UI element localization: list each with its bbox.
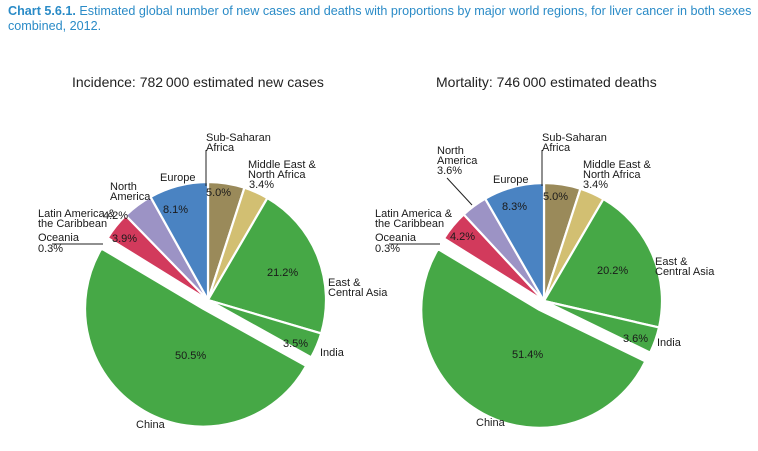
- label-sub-saharan-africa: Sub-Saharan Africa: [542, 132, 607, 154]
- label-europe: Europe: [160, 172, 195, 184]
- caption-text: Estimated global number of new cases and…: [8, 4, 752, 33]
- mortality-pie: Sub-Saharan Africa Middle East & North Afri…: [375, 132, 715, 429]
- slice-east-and-central-asia: [206, 196, 328, 335]
- label-latin-america-caribbean: Latin America & the Caribbean: [38, 208, 116, 230]
- label-middle-east-north-africa: Middle East & North Africa: [248, 159, 317, 181]
- label-india: India: [320, 347, 345, 359]
- north-america-leader-line: [446, 177, 473, 206]
- label-sub-saharan-africa: Sub-Saharan Africa: [206, 132, 271, 154]
- slice-india: [207, 298, 323, 359]
- pct-label-europe: 8.3%: [502, 201, 527, 213]
- pct-label-sub-saharan-africa: 5.0%: [206, 187, 231, 199]
- label-china: China: [476, 417, 506, 429]
- pct-label-india: 3.6%: [623, 333, 648, 345]
- label-latin-america-caribbean: Latin America & the Caribbean: [375, 208, 453, 230]
- slice-china: [83, 246, 308, 428]
- pct-label-middle-east-and-north-africa: 3.4%: [249, 179, 274, 191]
- pct-label-oceania: 0.3%: [38, 243, 63, 255]
- pct-label-east-and-central-asia: 20.2%: [597, 265, 628, 277]
- slice-china: [420, 247, 647, 429]
- mortality-chart-title: Mortality: 746 000 estimated deaths: [436, 74, 657, 90]
- pct-label-middle-east-and-north-africa: 3.4%: [583, 179, 608, 191]
- label-europe: Europe: [493, 174, 528, 186]
- label-north-america: North America: [110, 181, 151, 203]
- incidence-pie: Sub-Saharan Africa Middle East & North Afri…: [38, 132, 388, 431]
- label-east-central-asia: East & Central Asia: [655, 256, 715, 278]
- pct-label-latin-america-and-the-caribbean: 3.9%: [112, 233, 137, 245]
- label-north-america: North America: [437, 145, 478, 167]
- pct-label-europe: 8.1%: [163, 204, 188, 216]
- chart-caption: Chart 5.6.1. Estimated global number of …: [8, 4, 756, 34]
- caption-label: Chart 5.6.1.: [8, 4, 76, 18]
- label-china: China: [136, 419, 166, 431]
- pct-label-china: 50.5%: [175, 350, 206, 362]
- pct-label-india: 3.5%: [283, 338, 308, 350]
- incidence-chart-title: Incidence: 782 000 estimated new cases: [72, 74, 324, 90]
- pct-label-north-america: 3.6%: [437, 165, 462, 177]
- slice-east-and-central-asia: [542, 197, 664, 329]
- pct-label-east-and-central-asia: 21.2%: [267, 267, 298, 279]
- label-india: India: [657, 337, 682, 349]
- pct-label-oceania: 0.3%: [375, 243, 400, 255]
- pct-label-north-america: 4.2%: [103, 210, 128, 222]
- pct-label-latin-america-and-the-caribbean: 4.2%: [450, 231, 475, 243]
- label-oceania: Oceania: [38, 232, 80, 244]
- slice-europe: [149, 180, 210, 305]
- pct-label-sub-saharan-africa: 5.0%: [543, 191, 568, 203]
- pct-label-china: 51.4%: [512, 349, 543, 361]
- label-middle-east-north-africa: Middle East & North Africa: [583, 159, 652, 181]
- label-east-central-asia: East & Central Asia: [328, 277, 388, 299]
- slice-india: [543, 299, 661, 355]
- slice-europe: [483, 181, 546, 306]
- label-oceania: Oceania: [375, 232, 417, 244]
